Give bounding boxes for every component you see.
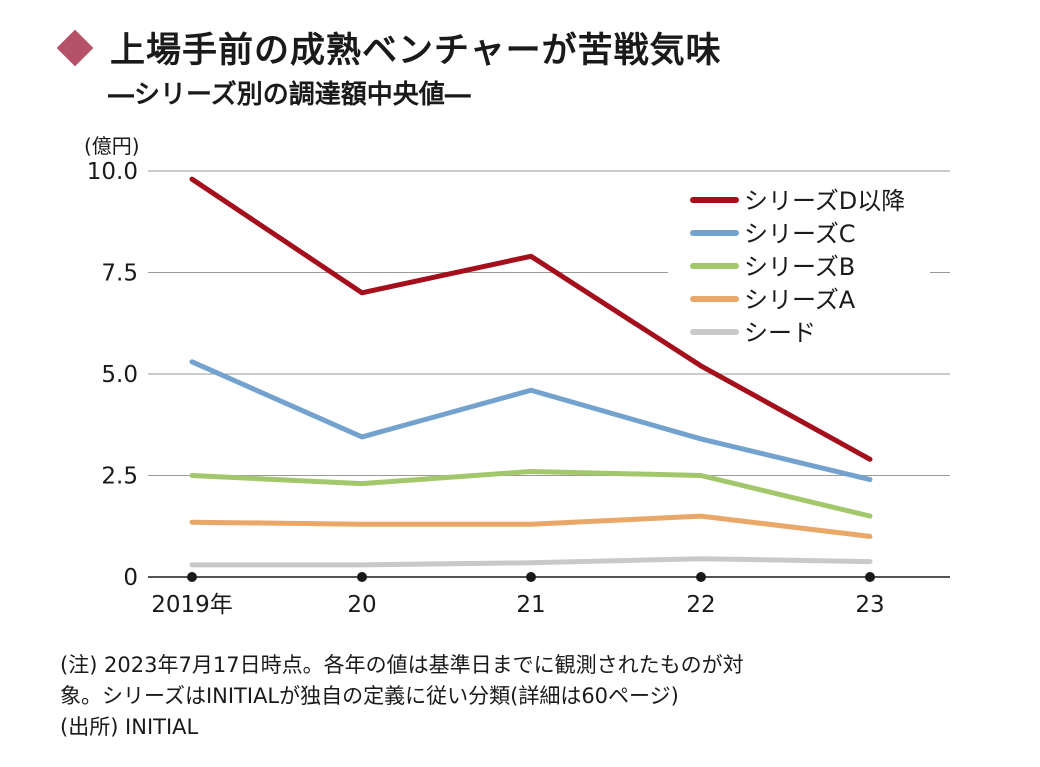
legend-label: シリーズC: [744, 220, 856, 248]
y-tick-label: 0: [123, 565, 138, 591]
x-tick-label: 22: [686, 592, 715, 618]
x-axis-marker: [696, 572, 706, 582]
y-tick-label: 10.0: [87, 159, 138, 185]
x-axis-marker: [526, 572, 536, 582]
series-line: [189, 359, 873, 483]
x-axis-marker: [357, 572, 367, 582]
series-line: [189, 513, 873, 539]
x-tick-label: 20: [347, 592, 376, 618]
y-tick-label: 7.5: [101, 261, 138, 287]
footnote-note-line2: 象。シリーズはINITIALが独自の定義に従い分類(詳細は60ページ): [60, 684, 679, 708]
x-tick-label: 2019年: [151, 592, 233, 618]
legend-label: シリーズB: [744, 253, 855, 281]
footnote-source: (出所) INITIAL: [60, 715, 199, 739]
legend-label: シリーズA: [744, 286, 856, 314]
x-axis-marker: [865, 572, 875, 582]
x-axis-marker: [187, 572, 197, 582]
y-tick-label: 5.0: [101, 362, 138, 388]
y-unit-label: (億円): [84, 134, 140, 158]
chart-subtitle: ―シリーズ別の調達額中央値―: [108, 80, 471, 110]
footnote-note-line1: (注) 2023年7月17日時点。各年の値は基準日までに観測されたものが対: [60, 653, 744, 677]
y-tick-label: 2.5: [101, 464, 138, 490]
chart-title: 上場手前の成熟ベンチャーが苦戦気味: [110, 31, 722, 71]
x-tick-label: 23: [855, 592, 884, 618]
series-line: [189, 176, 873, 462]
legend-label: シード: [744, 319, 816, 347]
footnote-block: (注) 2023年7月17日時点。各年の値は基準日までに観測されたものが対 象。…: [60, 650, 1020, 743]
title-row: 上場手前の成熟ベンチャーが苦戦気味: [56, 22, 722, 73]
series-line: [189, 556, 873, 568]
legend-label: シリーズD以降: [744, 187, 905, 215]
series-line: [189, 468, 873, 519]
x-tick-label: 21: [516, 592, 545, 618]
